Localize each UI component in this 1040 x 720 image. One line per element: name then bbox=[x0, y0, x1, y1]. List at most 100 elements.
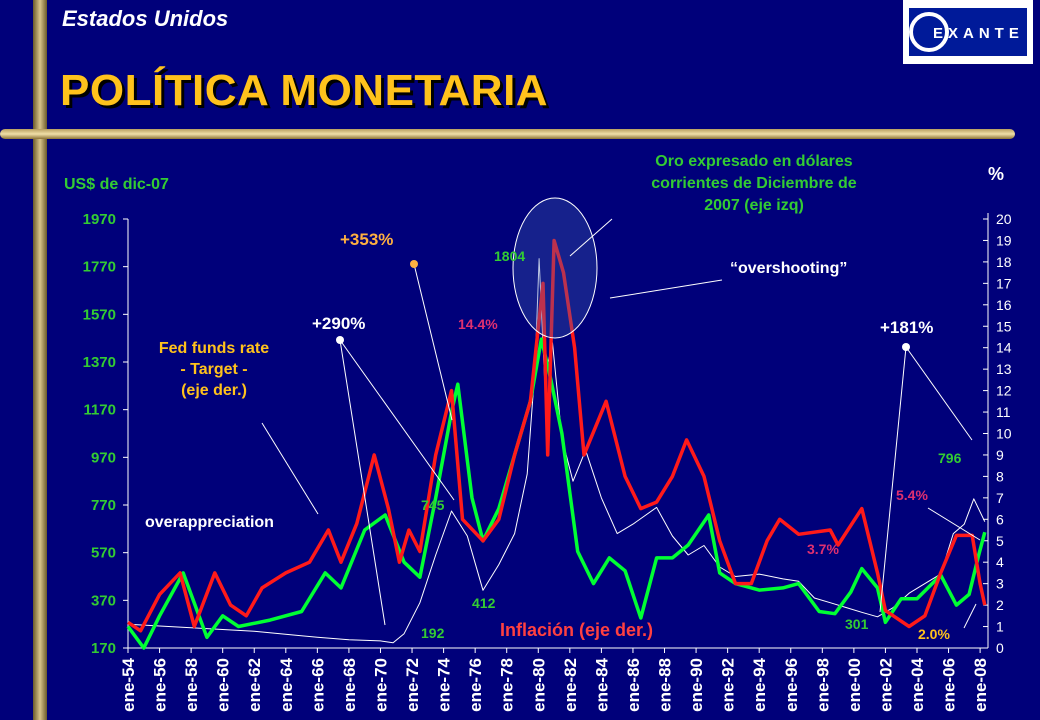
x-tick-label: ene-94 bbox=[750, 657, 769, 711]
right-tick-label: 3 bbox=[996, 576, 1004, 592]
rate-5-4-label: 5.4% bbox=[896, 487, 928, 503]
gold-796-label: 796 bbox=[938, 450, 962, 466]
marker-353 bbox=[410, 260, 418, 268]
pointer-gold-title bbox=[569, 218, 613, 257]
left-gold-bar bbox=[33, 0, 47, 720]
pointer-overapp bbox=[261, 422, 319, 515]
right-tick-label: 6 bbox=[996, 511, 1004, 527]
rate-3-7-label: 3.7% bbox=[807, 541, 839, 557]
right-tick-label: 20 bbox=[996, 211, 1012, 227]
right-tick-label: 4 bbox=[996, 554, 1004, 570]
gold-series-line bbox=[127, 258, 986, 644]
x-tick-label: ene-96 bbox=[782, 658, 801, 712]
x-tick-label: ene-58 bbox=[182, 658, 201, 712]
right-tick-label: 16 bbox=[996, 297, 1012, 313]
right-tick-label: 14 bbox=[996, 340, 1012, 356]
x-tick-label: ene-62 bbox=[245, 658, 264, 712]
peak-highlight-ellipse bbox=[512, 197, 598, 339]
pct-290-label: +290% bbox=[312, 314, 366, 333]
fed-funds-series-line bbox=[127, 238, 987, 633]
overshooting-label: “overshooting” bbox=[730, 260, 848, 277]
rate-14-4-label: 14.4% bbox=[458, 316, 498, 332]
left-tick-label: 1770 bbox=[83, 259, 116, 276]
left-tick-label: 1970 bbox=[83, 211, 116, 228]
left-tick-label: 770 bbox=[91, 497, 116, 514]
left-tick-label: 970 bbox=[91, 449, 116, 466]
x-tick-label: ene-64 bbox=[277, 657, 296, 711]
pointer-5-4 bbox=[927, 507, 981, 541]
left-tick-label: 370 bbox=[91, 592, 116, 609]
pointer-353 bbox=[413, 263, 453, 421]
x-tick-label: ene-56 bbox=[151, 658, 170, 712]
x-tick-label: ene-04 bbox=[908, 657, 927, 711]
gold-title-line3: 2007 (eje izq) bbox=[704, 197, 804, 214]
gold-title-line1: Oro expresado en dólares bbox=[655, 153, 853, 170]
x-tick-label: ene-78 bbox=[498, 658, 517, 712]
x-tick-label: ene-86 bbox=[624, 658, 643, 712]
x-tick-label: ene-68 bbox=[340, 658, 359, 712]
x-tick-label: ene-70 bbox=[371, 658, 390, 712]
pct-353-label: +353% bbox=[340, 230, 394, 249]
right-tick-label: 10 bbox=[996, 426, 1012, 442]
top-gold-bar bbox=[0, 129, 1015, 139]
inflacion-label: Inflación (eje der.) bbox=[500, 620, 654, 640]
x-tick-label: ene-06 bbox=[940, 658, 959, 712]
rate-2-0-label: 2.0% bbox=[918, 626, 950, 642]
marker-181 bbox=[902, 343, 910, 351]
gold-745-label: 745 bbox=[421, 497, 445, 513]
fed-label-line3: (eje der.) bbox=[181, 382, 247, 399]
left-tick-label: 1570 bbox=[83, 306, 116, 323]
gold-title-line2: corrientes de Diciembre de bbox=[651, 175, 857, 192]
x-tick-label: ene-82 bbox=[561, 658, 580, 712]
x-tick-label: ene-76 bbox=[466, 658, 485, 712]
pct-181-label: +181% bbox=[880, 318, 934, 337]
x-tick-label: ene-88 bbox=[656, 658, 675, 712]
logo-text: EXANTE bbox=[933, 25, 1024, 42]
pointer-290-a bbox=[339, 339, 386, 626]
right-tick-label: 8 bbox=[996, 468, 1004, 484]
fed-label-line2: - Target - bbox=[180, 361, 248, 378]
pointer-181-a bbox=[879, 346, 907, 613]
x-tick-label: ene-72 bbox=[403, 658, 422, 712]
right-tick-label: 18 bbox=[996, 254, 1012, 270]
exante-logo: EXANTE bbox=[903, 0, 1033, 64]
right-tick-label: 1 bbox=[996, 619, 1004, 635]
fed-label: Fed funds rate - Target - (eje der.) bbox=[140, 340, 288, 400]
right-tick-label: 11 bbox=[996, 404, 1011, 420]
pointer-181-b bbox=[905, 346, 973, 441]
page-title: POLÍTICA MONETARIA bbox=[60, 66, 549, 115]
gold-peak-label: 1804 bbox=[494, 248, 526, 264]
x-tick-label: ene-66 bbox=[308, 658, 327, 712]
x-tick-label: ene-74 bbox=[435, 657, 454, 711]
x-tick-label: ene-84 bbox=[592, 657, 611, 711]
inflation-series-line bbox=[126, 337, 987, 650]
pointer-290-b bbox=[339, 339, 455, 501]
right-tick-label: 19 bbox=[996, 232, 1012, 248]
left-tick-label: 570 bbox=[91, 545, 116, 562]
right-tick-label: 17 bbox=[996, 275, 1012, 291]
right-tick-label: 7 bbox=[996, 490, 1004, 506]
left-tick-label: 170 bbox=[91, 640, 116, 657]
x-tick-label: ene-54 bbox=[119, 657, 138, 711]
gold-412-label: 412 bbox=[472, 595, 496, 611]
left-axis-unit: US$ de dic-07 bbox=[64, 176, 169, 193]
x-tick-label: ene-80 bbox=[529, 658, 548, 712]
right-tick-label: 2 bbox=[996, 597, 1004, 613]
x-tick-label: ene-98 bbox=[813, 658, 832, 712]
x-tick-label: ene-00 bbox=[845, 658, 864, 712]
x-tick-label: ene-02 bbox=[876, 658, 895, 712]
overappreciation-label: overappreciation bbox=[145, 514, 274, 531]
pointer-2-0 bbox=[963, 603, 977, 629]
gold-301-label: 301 bbox=[845, 616, 869, 632]
right-axis-unit: % bbox=[988, 164, 1005, 184]
x-tick-label: ene-92 bbox=[719, 658, 738, 712]
gold-192-label: 192 bbox=[421, 625, 445, 641]
left-tick-label: 1370 bbox=[83, 354, 116, 371]
right-tick-label: 13 bbox=[996, 361, 1012, 377]
right-tick-label: 9 bbox=[996, 447, 1004, 463]
right-tick-label: 0 bbox=[996, 640, 1004, 656]
right-tick-label: 12 bbox=[996, 383, 1012, 399]
x-tick-label: ene-90 bbox=[687, 658, 706, 712]
pointer-overshoot bbox=[609, 279, 723, 299]
